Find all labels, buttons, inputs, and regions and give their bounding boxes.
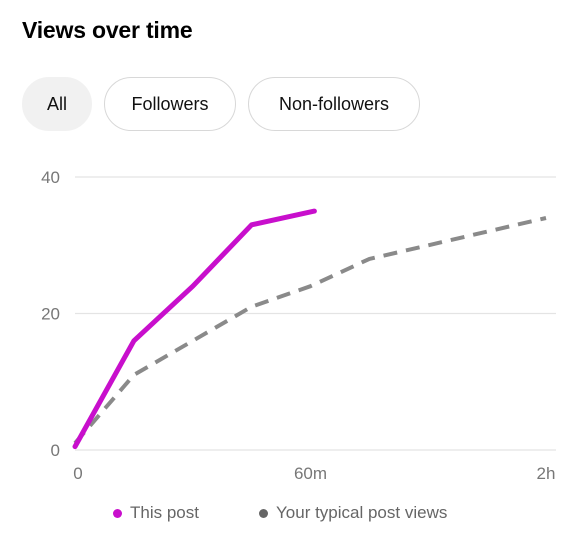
legend-label-this-post: This post [130,503,199,522]
legend-item-typical-post-views: Your typical post views [259,503,447,523]
legend-label-typical-post-views: Your typical post views [276,503,448,522]
legend-dot-this-post [113,508,122,518]
tab-followers[interactable]: Followers [104,77,236,131]
series-line-typical-post-views [73,216,547,445]
legend-item-this-post: This post [113,503,199,523]
y-tick-label: 40 [41,168,60,187]
chart-series [72,208,547,450]
audience-filter-tabs: All Followers Non-followers [22,77,420,131]
x-axis-ticks: 0 60m 2h [73,464,555,483]
series-line-this-post [72,208,317,450]
y-tick-label: 20 [41,305,60,324]
x-tick-label: 0 [73,464,82,483]
x-tick-label: 60m [294,464,327,483]
tab-non-followers[interactable]: Non-followers [248,77,420,131]
chart-gridlines [75,176,556,451]
y-tick-label: 0 [51,441,60,460]
x-tick-label: 2h [537,464,556,483]
views-line-chart: 0 20 40 0 60m 2h [41,168,556,483]
y-axis-ticks: 0 20 40 [41,168,60,460]
page-title: Views over time [22,17,193,43]
legend-dot-typical-post-views [259,508,268,518]
tab-all[interactable]: All [22,77,92,131]
